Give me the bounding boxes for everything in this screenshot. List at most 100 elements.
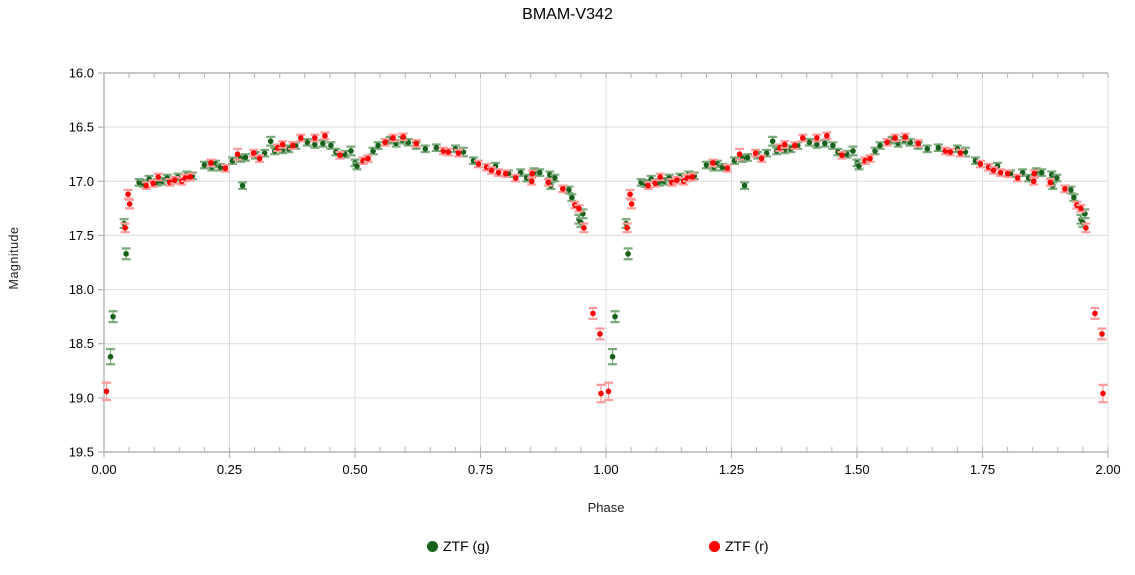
data-point — [781, 141, 788, 148]
data-point — [208, 160, 214, 166]
data-point — [1071, 194, 1077, 201]
data-point — [1047, 179, 1054, 186]
data-point — [822, 140, 828, 147]
x-tick-label: 0.75 — [468, 462, 493, 477]
data-point — [1078, 205, 1084, 212]
data-point — [536, 169, 543, 176]
data-point — [689, 174, 696, 180]
data-point — [445, 149, 452, 155]
data-point — [1030, 178, 1037, 185]
data-point — [545, 179, 552, 186]
legend-marker-ztf-r-icon — [709, 540, 720, 552]
data-point — [1068, 187, 1074, 193]
data-point — [877, 142, 883, 149]
data-point — [256, 155, 263, 162]
data-point — [609, 353, 616, 360]
data-point — [990, 167, 997, 174]
data-point — [569, 194, 575, 201]
x-tick-label: 1.75 — [970, 462, 995, 477]
data-point — [551, 175, 558, 181]
data-point — [625, 251, 631, 257]
data-point — [924, 146, 931, 152]
data-point — [628, 201, 635, 207]
y-tick-label: 19.0 — [69, 390, 94, 405]
x-tick-label: 0.25 — [217, 462, 242, 477]
data-point — [289, 142, 296, 149]
data-point — [581, 225, 587, 231]
series-ztf-g — [106, 135, 1090, 366]
data-point — [997, 169, 1004, 176]
data-point — [652, 180, 658, 187]
data-point — [304, 139, 311, 146]
data-point — [171, 177, 178, 184]
data-point — [125, 191, 131, 198]
data-point — [546, 171, 553, 178]
data-point — [741, 182, 748, 189]
data-point — [1092, 310, 1098, 317]
data-point — [512, 175, 519, 181]
data-point — [242, 154, 249, 161]
data-point — [590, 310, 596, 317]
data-point — [799, 135, 806, 141]
data-point — [274, 144, 281, 151]
data-point — [382, 139, 388, 146]
y-axis-label: Magnitude — [7, 226, 21, 290]
data-point — [744, 154, 751, 161]
x-tick-label: 1.50 — [844, 462, 869, 477]
x-tick-label: 1.00 — [593, 462, 618, 477]
data-point — [576, 205, 582, 212]
data-point — [455, 150, 462, 156]
legend-marker-ztf-g-icon — [427, 540, 438, 552]
data-point — [1048, 171, 1055, 178]
data-point — [806, 139, 813, 146]
data-point — [972, 157, 979, 164]
data-point — [598, 390, 604, 397]
data-point — [752, 150, 759, 156]
data-point — [222, 165, 229, 172]
data-point — [107, 353, 114, 360]
y-tick-label: 16.5 — [69, 120, 94, 135]
y-tick-label: 19.5 — [69, 445, 94, 460]
data-point — [234, 151, 241, 158]
legend-item-ztf-r: ZTF (r) — [709, 538, 769, 554]
data-point — [528, 178, 535, 185]
data-point — [850, 148, 856, 154]
data-point — [830, 142, 836, 149]
data-point — [892, 135, 898, 141]
data-point — [348, 148, 354, 154]
data-point — [328, 142, 334, 149]
data-point — [413, 140, 420, 147]
data-point — [776, 144, 783, 151]
data-point — [736, 151, 743, 158]
data-point — [150, 180, 156, 187]
data-point — [337, 152, 343, 159]
x-tick-label: 0.50 — [342, 462, 367, 477]
data-point — [839, 152, 845, 159]
y-tick-label: 17.0 — [69, 174, 94, 189]
data-point — [529, 170, 536, 177]
data-point — [902, 134, 908, 140]
y-tick-label: 16.0 — [69, 66, 94, 81]
data-point — [122, 225, 128, 231]
data-point — [703, 162, 710, 168]
data-point — [884, 139, 890, 146]
y-tick-label: 17.5 — [69, 228, 94, 243]
data-point — [566, 187, 572, 193]
data-point — [475, 161, 482, 167]
data-point — [1062, 186, 1068, 192]
data-point — [673, 177, 680, 184]
data-point — [627, 191, 633, 198]
y-tick-label: 18.5 — [69, 336, 94, 351]
data-point — [201, 162, 208, 168]
data-point — [624, 225, 630, 231]
data-point — [126, 201, 133, 207]
y-tick-label: 18.0 — [69, 282, 94, 297]
data-point — [110, 313, 116, 320]
data-point — [433, 144, 440, 151]
data-point — [322, 133, 328, 139]
series-ztf-r — [102, 131, 1108, 404]
data-point — [250, 150, 257, 156]
data-point — [1083, 225, 1089, 231]
data-point — [155, 174, 162, 180]
x-axis-label: Phase — [587, 500, 625, 515]
